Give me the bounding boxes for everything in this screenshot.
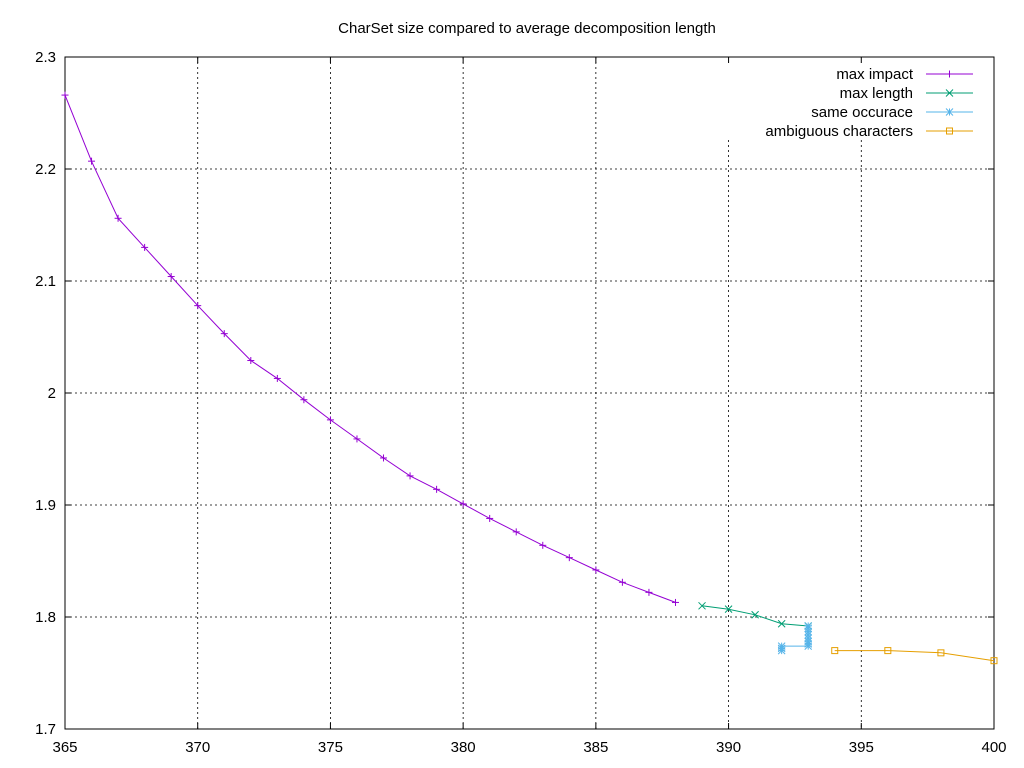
data-point — [777, 646, 786, 655]
marker-square — [946, 127, 953, 135]
data-point — [433, 485, 441, 493]
marker-stroke — [804, 642, 813, 650]
series-line — [64, 94, 676, 603]
data-point — [114, 214, 122, 222]
data-point — [671, 598, 679, 606]
marker-stroke — [698, 601, 706, 610]
y-tick-label: 2.3 — [35, 49, 56, 66]
series-line — [834, 650, 995, 662]
data-point — [88, 157, 96, 165]
x-tick-label: 375 — [318, 739, 343, 756]
data-point — [406, 472, 414, 480]
series-line — [701, 605, 809, 627]
marker-square — [937, 649, 945, 657]
data-point — [946, 70, 953, 78]
grid — [65, 57, 994, 729]
data-point — [141, 243, 149, 251]
chart-title: CharSet size compared to average decompo… — [338, 20, 716, 37]
data-point — [486, 514, 494, 522]
data-point — [380, 454, 388, 462]
y-tick-label: 1.9 — [35, 497, 56, 514]
data-point — [194, 302, 202, 310]
data-point — [990, 657, 998, 665]
data-point — [220, 330, 228, 338]
data-point — [592, 566, 600, 574]
axis-ticks: 365 370 375 380 385 390 395 400 1.7 1.8 1.9 2 2.1 2.2… — [35, 49, 1006, 756]
y-tick-label: 2.2 — [35, 161, 56, 178]
marker-square — [831, 647, 839, 655]
y-tick-label: 2 — [48, 385, 56, 402]
marker-stroke — [751, 610, 759, 619]
x-tick-label: 380 — [451, 739, 476, 756]
data-point — [618, 578, 626, 586]
marker-stroke — [945, 89, 954, 97]
legend-label: max impact — [836, 66, 914, 83]
series-same-occurace — [777, 622, 813, 655]
marker-stroke — [724, 605, 733, 614]
legend-label: same occurace — [811, 104, 913, 121]
legend-item: same occurace — [811, 104, 973, 121]
data-point — [946, 127, 953, 135]
data-point — [884, 647, 892, 655]
data-point — [804, 642, 813, 650]
legend-item: max impact — [836, 66, 973, 83]
data-point — [273, 374, 281, 382]
series-layer — [61, 91, 998, 665]
x-tick-label: 390 — [716, 739, 741, 756]
data-point — [326, 416, 334, 424]
data-point — [167, 273, 175, 281]
data-point — [724, 605, 733, 614]
marker-square — [884, 647, 892, 655]
data-point — [61, 91, 69, 99]
legend-label: max length — [840, 85, 913, 102]
data-point — [945, 108, 954, 116]
data-point — [645, 588, 653, 596]
marker-stroke — [777, 646, 786, 655]
data-point — [698, 601, 706, 610]
series-max-impact — [61, 91, 679, 606]
data-point — [300, 396, 308, 404]
x-tick-label: 370 — [185, 739, 210, 756]
x-tick-label: 385 — [583, 739, 608, 756]
legend-item: max length — [840, 85, 973, 102]
data-point — [831, 647, 839, 655]
x-tick-label: 400 — [981, 739, 1006, 756]
data-point — [353, 435, 361, 443]
data-point — [751, 610, 759, 619]
marker-stroke — [945, 108, 954, 116]
data-point — [565, 554, 573, 562]
plot-frame — [64, 56, 995, 730]
marker-stroke — [777, 619, 786, 628]
x-tick-label: 395 — [849, 739, 874, 756]
y-tick-label: 2.1 — [35, 273, 56, 290]
series-ambiguous-characters — [831, 647, 998, 665]
series-line — [781, 626, 809, 651]
data-point — [459, 500, 467, 508]
x-tick-label: 365 — [52, 739, 77, 756]
legend: max impact max length same occurace ambiguo… — [765, 66, 973, 140]
y-tick-label: 1.7 — [35, 721, 56, 738]
data-point — [512, 528, 520, 536]
data-point — [945, 89, 954, 97]
data-point — [777, 619, 786, 628]
data-point — [247, 357, 255, 365]
legend-item: ambiguous characters — [765, 123, 973, 140]
series-max-length — [698, 601, 813, 630]
data-point — [539, 541, 547, 549]
marker-square — [990, 657, 998, 665]
data-point — [937, 649, 945, 657]
legend-label: ambiguous characters — [765, 123, 913, 140]
y-tick-label: 1.8 — [35, 609, 56, 626]
